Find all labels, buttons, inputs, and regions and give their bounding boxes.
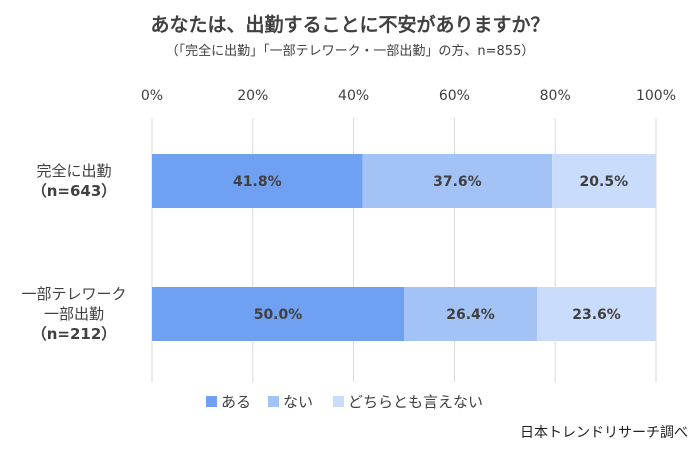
bar-segment: [404, 287, 538, 341]
source-credit: 日本トレンドリサーチ調べ: [520, 425, 688, 441]
category-label: （n=643）: [32, 182, 117, 200]
chart-subtitle: （「完全に出勤」「一部テレワーク・一部出勤」の方、n=855）: [165, 44, 535, 59]
data-label: 23.6%: [572, 307, 621, 323]
data-label: 26.4%: [446, 307, 495, 323]
x-tick-label: 40%: [338, 88, 369, 104]
category-label: 一部出勤: [44, 305, 104, 323]
bar-segment: [362, 154, 553, 208]
x-tick-label: 60%: [439, 88, 470, 104]
legend-label: ある: [221, 393, 251, 411]
data-label: 41.8%: [233, 174, 282, 190]
category-label: 完全に出勤: [36, 162, 111, 180]
x-tick-label: 80%: [540, 88, 571, 104]
x-tick-label: 20%: [237, 88, 268, 104]
data-label: 20.5%: [580, 174, 629, 190]
x-tick-label: 0%: [141, 88, 163, 104]
bar-segment: [552, 154, 656, 208]
legend-label: ない: [283, 393, 313, 411]
bar-segment: [152, 154, 363, 208]
data-label: 37.6%: [433, 174, 482, 190]
legend-swatch: [206, 396, 217, 407]
chart-title: あなたは、出勤することに不安がありますか？: [150, 14, 550, 36]
legend-swatch: [333, 396, 344, 407]
category-label: 一部テレワーク: [21, 285, 126, 303]
category-label: （n=212）: [32, 325, 117, 343]
legend-swatch: [268, 396, 279, 407]
data-label: 50.0%: [254, 307, 303, 323]
bar-segment: [537, 287, 656, 341]
x-tick-label: 100%: [636, 88, 676, 104]
bar-segment: [152, 287, 404, 341]
legend-label: どちらとも言えない: [348, 393, 483, 411]
